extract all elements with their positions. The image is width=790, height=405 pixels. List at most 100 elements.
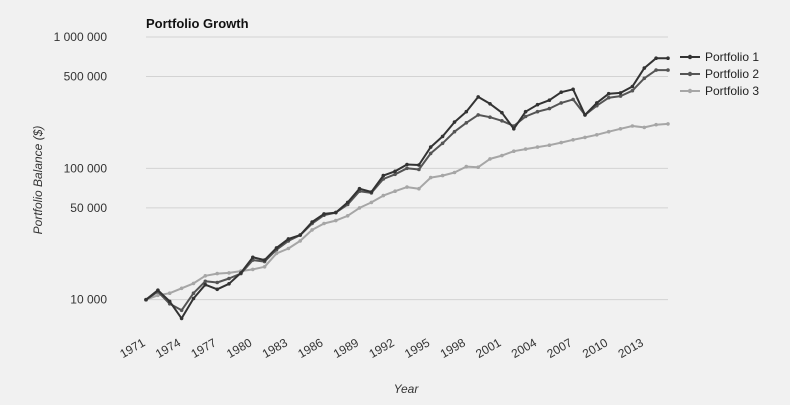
portfolio-1-point <box>500 110 504 115</box>
portfolio-1-point <box>452 120 457 124</box>
portfolio-2-point <box>227 276 231 281</box>
portfolio-1-point <box>547 98 552 102</box>
x-tick-label: 1977 <box>189 335 219 361</box>
portfolio-2-point <box>559 101 563 105</box>
portfolio-1-point <box>179 316 184 321</box>
x-tick-label: 2010 <box>580 335 610 361</box>
portfolio-3-point <box>156 293 160 298</box>
portfolio-1-point <box>476 95 481 99</box>
portfolio-3-point <box>571 138 575 142</box>
legend-label: Portfolio 3 <box>705 84 759 98</box>
portfolio-3-point <box>535 145 540 149</box>
portfolio-3-point <box>298 239 303 243</box>
portfolio-3-point <box>405 185 409 189</box>
y-tick-label: 100 000 <box>64 161 108 175</box>
portfolio-2-point <box>488 115 492 119</box>
portfolio-3-point <box>606 129 611 134</box>
portfolio-2-point <box>666 68 670 72</box>
portfolio-3-point <box>654 122 658 127</box>
portfolio-1-point <box>618 91 623 95</box>
portfolio-3-point <box>322 221 326 226</box>
portfolio-1-point <box>595 101 599 105</box>
portfolio-3-point <box>583 135 587 140</box>
portfolio-2-point <box>452 129 457 134</box>
portfolio-2-point <box>618 94 623 98</box>
portfolio-3-point <box>417 186 421 191</box>
portfolio-1-point <box>369 190 374 194</box>
portfolio-2-point <box>203 279 208 284</box>
portfolio-1-point <box>156 288 160 293</box>
portfolio-2-point <box>642 76 647 81</box>
portfolio-2-point <box>571 97 575 102</box>
x-tick-label: 1995 <box>402 335 432 361</box>
portfolio-2-point <box>630 88 635 93</box>
portfolio-1-point <box>440 134 445 139</box>
x-tick-label: 1983 <box>260 335 290 361</box>
portfolio-1-series <box>144 56 670 321</box>
portfolio-3-series <box>144 122 670 302</box>
portfolio-1-point <box>512 127 516 131</box>
y-tick-label: 50 000 <box>70 201 107 215</box>
legend-label: Portfolio 1 <box>705 50 759 64</box>
portfolio-1-point <box>405 162 409 167</box>
x-tick-label: 2007 <box>544 335 574 361</box>
portfolio-1-point <box>286 237 291 241</box>
portfolio-1-point <box>654 56 658 60</box>
portfolio-1-point <box>215 287 219 292</box>
portfolio-1-point <box>535 102 540 107</box>
portfolio-3-point <box>512 149 516 153</box>
y-axis-ticks: 10 000 50 000 100 000 500 000 1 000 000 <box>54 30 108 307</box>
portfolio-1-point <box>167 299 172 304</box>
x-tick-label: 2001 <box>473 335 503 361</box>
portfolio-2-point <box>500 119 504 123</box>
portfolio-2-point <box>191 291 196 296</box>
portfolio-2-point <box>654 68 658 72</box>
portfolio-3-point <box>464 164 469 169</box>
legend-item-portfolio-1: Portfolio 1 <box>680 50 759 64</box>
portfolio-1-point <box>488 102 492 106</box>
portfolio-1-point <box>464 109 469 114</box>
x-axis-ticks: 1971 1974 1977 1980 1983 1986 1989 1992 1995 1998… <box>117 335 646 361</box>
portfolio-3-point <box>618 127 623 131</box>
portfolio-1-point <box>310 220 314 224</box>
portfolio-3-point <box>167 291 172 296</box>
portfolio-2-series <box>144 68 670 313</box>
portfolio-1-point <box>428 145 433 149</box>
y-tick-label: 10 000 <box>70 293 107 307</box>
portfolio-3-point <box>381 193 386 198</box>
portfolio-3-point <box>393 189 397 193</box>
portfolio-3-point <box>179 286 184 291</box>
portfolio-3-point <box>642 125 647 130</box>
portfolio-1-point <box>417 163 421 167</box>
y-tick-label: 500 000 <box>64 70 108 84</box>
portfolio-1-point <box>262 258 267 262</box>
portfolio-3-point <box>523 147 528 151</box>
legend: Portfolio 1 Portfolio 2 Portfolio 3 <box>680 50 759 98</box>
portfolio-1-point <box>583 113 587 117</box>
legend-marker <box>687 71 693 77</box>
portfolio-3-point <box>227 271 231 275</box>
portfolio-3-point <box>476 165 481 169</box>
portfolio-3-point <box>369 200 374 205</box>
y-axis-title: Portfolio Balance ($) <box>31 126 45 235</box>
portfolio-3-point <box>191 281 196 286</box>
series-lines <box>144 56 670 321</box>
x-tick-label: 1986 <box>295 335 325 361</box>
portfolio-1-point <box>523 109 528 114</box>
x-tick-label: 2013 <box>616 335 646 361</box>
legend-item-portfolio-2: Portfolio 2 <box>680 67 759 81</box>
legend-label: Portfolio 2 <box>705 67 759 81</box>
portfolio-3-point <box>547 143 552 147</box>
x-tick-label: 1974 <box>153 335 183 361</box>
portfolio-2-point <box>547 106 552 111</box>
portfolio-2-point <box>179 308 184 313</box>
portfolio-2-point <box>428 151 433 156</box>
x-axis-title: Year <box>394 382 420 396</box>
legend-marker <box>687 54 693 60</box>
portfolio-3-point <box>488 157 492 161</box>
portfolio-1-point <box>239 271 243 275</box>
portfolio-1-point <box>630 84 635 89</box>
portfolio-1-point <box>298 233 303 237</box>
portfolio-2-point <box>440 141 445 146</box>
